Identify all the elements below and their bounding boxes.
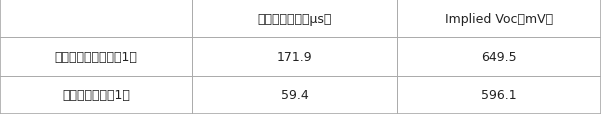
Text: 649.5: 649.5 xyxy=(481,51,517,63)
Text: 171.9: 171.9 xyxy=(276,51,313,63)
Text: 无钝化（对比例1）: 无钝化（对比例1） xyxy=(63,89,130,101)
Text: 有氧化钝化（实施例1）: 有氧化钝化（实施例1） xyxy=(55,51,138,63)
Text: 有效少子寿命（μs）: 有效少子寿命（μs） xyxy=(257,13,332,25)
Text: Implied Voc（mV）: Implied Voc（mV） xyxy=(445,13,553,25)
Text: 596.1: 596.1 xyxy=(481,89,517,101)
Text: 59.4: 59.4 xyxy=(281,89,308,101)
